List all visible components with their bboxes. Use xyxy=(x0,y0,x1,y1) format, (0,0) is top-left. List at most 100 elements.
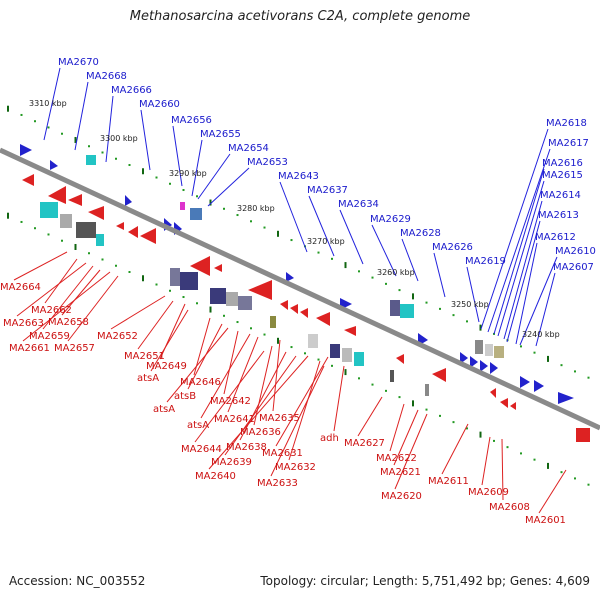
gene-label-reverse[interactable]: MA2646 xyxy=(180,377,221,388)
gene-block-cyan[interactable] xyxy=(86,155,96,165)
gene-arrow-reverse[interactable] xyxy=(300,308,308,318)
gene-block-dark[interactable] xyxy=(390,370,394,382)
gene-label-reverse[interactable]: MA2657 xyxy=(54,343,95,354)
gene-label-reverse[interactable]: MA2611 xyxy=(428,476,469,487)
gene-block-cyan[interactable] xyxy=(354,352,364,366)
gene-block-cyan[interactable] xyxy=(96,234,104,246)
gene-block-light[interactable] xyxy=(308,334,318,348)
gene-label-forward[interactable]: MA2618 xyxy=(546,118,587,129)
gene-label-reverse[interactable]: atsA xyxy=(137,373,159,384)
gene-label-reverse[interactable]: MA2632 xyxy=(275,462,316,473)
gene-arrow-forward[interactable] xyxy=(20,144,32,156)
gene-label-forward[interactable]: MA2610 xyxy=(555,246,596,257)
gene-label-forward[interactable]: MA2607 xyxy=(553,262,594,273)
gene-label-reverse[interactable]: atsB xyxy=(174,391,196,402)
gene-arrow-reverse[interactable] xyxy=(68,194,82,206)
gene-label-forward[interactable]: MA2666 xyxy=(111,85,152,96)
gene-block-indigo[interactable] xyxy=(330,344,340,358)
gene-block-light[interactable] xyxy=(485,344,493,356)
gene-label-reverse[interactable]: MA2638 xyxy=(226,442,267,453)
gene-arrow-reverse[interactable] xyxy=(48,186,66,204)
gene-label-forward[interactable]: MA2629 xyxy=(370,214,411,225)
gene-label-reverse[interactable]: MA2627 xyxy=(344,438,385,449)
gene-block-dark[interactable] xyxy=(76,222,96,238)
gene-label-reverse[interactable]: MA2620 xyxy=(381,491,422,502)
gene-arrow-forward[interactable] xyxy=(558,392,574,404)
gene-label-reverse[interactable]: MA2631 xyxy=(262,448,303,459)
gene-label-reverse[interactable]: MA2609 xyxy=(468,487,509,498)
gene-label-reverse[interactable]: MA2633 xyxy=(257,478,298,489)
gene-label-forward[interactable]: MA2660 xyxy=(139,99,180,110)
gene-label-reverse[interactable]: MA2652 xyxy=(97,331,138,342)
gene-arrow-reverse[interactable] xyxy=(214,264,222,272)
gene-label-forward[interactable]: MA2668 xyxy=(86,71,127,82)
gene-label-reverse[interactable]: atsA xyxy=(187,420,209,431)
gene-block-indigo[interactable] xyxy=(180,272,198,290)
gene-block-grey[interactable] xyxy=(475,340,483,354)
gene-arrow-reverse[interactable] xyxy=(128,226,138,238)
gene-label-forward[interactable]: MA2616 xyxy=(542,158,583,169)
gene-arrow-reverse[interactable] xyxy=(22,174,34,186)
gene-arrow-reverse[interactable] xyxy=(88,206,104,220)
gene-label-forward[interactable]: MA2613 xyxy=(538,210,579,221)
gene-block-slate[interactable] xyxy=(238,296,252,310)
gene-block-indigo[interactable] xyxy=(210,288,226,304)
gene-label-forward[interactable]: MA2617 xyxy=(548,138,589,149)
gene-arrow-reverse[interactable] xyxy=(290,304,298,314)
gene-block-olive[interactable] xyxy=(270,316,276,328)
gene-label-reverse[interactable]: MA2659 xyxy=(29,331,70,342)
gene-arrow-forward[interactable] xyxy=(286,272,294,282)
gene-label-forward[interactable]: MA2656 xyxy=(171,115,212,126)
gene-label-reverse[interactable]: MA2658 xyxy=(48,317,89,328)
gene-block-light[interactable] xyxy=(342,348,352,362)
gene-block-magenta[interactable] xyxy=(180,202,185,210)
gene-label-reverse[interactable]: MA2663 xyxy=(3,318,44,329)
gene-label-reverse[interactable]: MA2642 xyxy=(210,396,251,407)
gene-block-olive[interactable] xyxy=(494,346,504,358)
gene-arrow-reverse[interactable] xyxy=(140,228,156,244)
gene-arrow-reverse[interactable] xyxy=(248,280,272,300)
gene-label-reverse[interactable]: MA2636 xyxy=(240,427,281,438)
gene-label-forward[interactable]: MA2614 xyxy=(540,190,581,201)
gene-arrow-reverse[interactable] xyxy=(344,326,356,336)
gene-label-forward[interactable]: MA2670 xyxy=(58,57,99,68)
gene-label-reverse[interactable]: MA2651 xyxy=(124,351,165,362)
gene-label-reverse[interactable]: MA2644 xyxy=(181,444,222,455)
gene-label-reverse[interactable]: MA2621 xyxy=(380,467,421,478)
gene-label-reverse[interactable]: MA2641 xyxy=(214,414,255,425)
gene-block-red[interactable] xyxy=(576,428,590,442)
gene-arrow-reverse[interactable] xyxy=(316,312,330,326)
gene-block-cyan[interactable] xyxy=(400,304,414,318)
gene-label-forward[interactable]: MA2626 xyxy=(432,242,473,253)
gene-label-forward[interactable]: MA2628 xyxy=(400,228,441,239)
gene-arrow-reverse[interactable] xyxy=(432,368,446,382)
gene-arrow-reverse[interactable] xyxy=(510,402,516,410)
gene-arrow-reverse[interactable] xyxy=(396,354,404,364)
gene-block-slate[interactable] xyxy=(390,300,400,316)
gene-arrow-forward[interactable] xyxy=(50,160,58,170)
gene-label-forward[interactable]: MA2655 xyxy=(200,129,241,140)
gene-block-grey[interactable] xyxy=(226,292,238,306)
gene-label-reverse[interactable]: MA2639 xyxy=(211,457,252,468)
gene-arrow-forward[interactable] xyxy=(470,356,478,368)
gene-label-forward[interactable]: MA2634 xyxy=(338,199,379,210)
gene-arrow-forward[interactable] xyxy=(460,352,468,364)
gene-arrow-forward[interactable] xyxy=(534,380,544,392)
gene-arrow-forward[interactable] xyxy=(490,362,498,374)
gene-label-reverse[interactable]: MA2640 xyxy=(195,471,236,482)
gene-label-forward[interactable]: MA2615 xyxy=(542,170,583,181)
gene-label-forward[interactable]: MA2654 xyxy=(228,143,269,154)
gene-label-reverse[interactable]: MA2608 xyxy=(489,502,530,513)
gene-label-reverse[interactable]: MA2601 xyxy=(525,515,566,526)
gene-label-forward[interactable]: MA2637 xyxy=(307,185,348,196)
gene-block-grey[interactable] xyxy=(425,384,429,396)
gene-arrow-forward[interactable] xyxy=(125,195,132,206)
gene-arrow-reverse[interactable] xyxy=(280,300,288,310)
gene-label-reverse[interactable]: MA2649 xyxy=(146,361,187,372)
gene-label-reverse[interactable]: adh xyxy=(320,433,339,444)
gene-arrow-reverse[interactable] xyxy=(116,222,124,230)
gene-arrow-forward[interactable] xyxy=(520,376,530,388)
gene-label-reverse[interactable]: MA2661 xyxy=(9,343,50,354)
gene-block-steel[interactable] xyxy=(190,208,202,220)
gene-arrow-reverse[interactable] xyxy=(500,398,508,408)
